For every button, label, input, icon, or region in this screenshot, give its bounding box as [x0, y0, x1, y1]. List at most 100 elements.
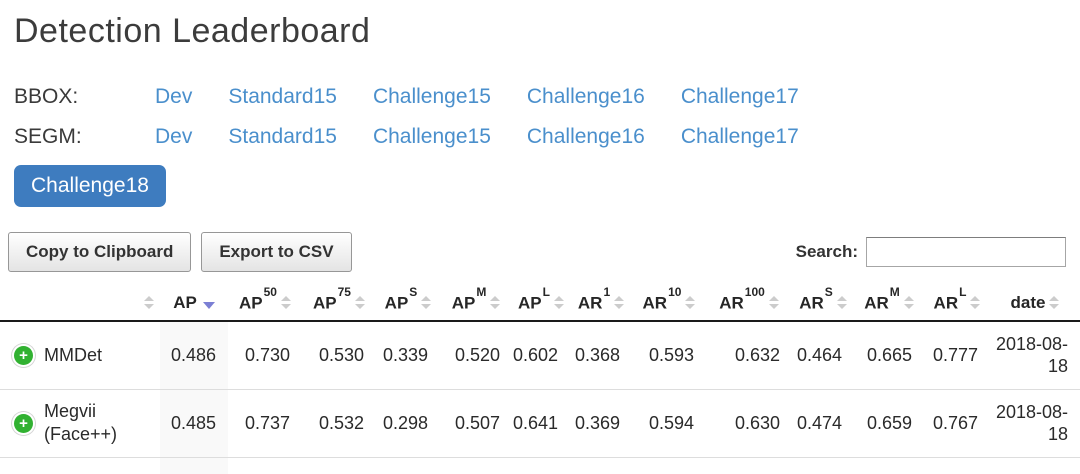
leaderboard-table: AP AP50 AP75 APS APM APL AR1 AR10 AR100 ARS ARM ARL…	[0, 285, 1080, 474]
cell-ap50	[228, 457, 302, 474]
cell-date: 2018-08-18	[990, 321, 1080, 390]
link-segm-dev[interactable]: Dev	[155, 125, 193, 148]
cell-date: 2018-08-18	[990, 389, 1080, 458]
search-input[interactable]	[866, 237, 1066, 267]
link-segm-challenge16[interactable]: Challenge16	[526, 125, 645, 148]
entry-name: MMDet	[44, 344, 102, 365]
column-header-arl[interactable]: ARL	[924, 285, 990, 322]
column-label-arl: ARL	[933, 285, 967, 313]
cell-ar1: 0.368	[570, 321, 632, 390]
column-label-ap75: AP75	[313, 285, 351, 313]
search-area: Search:	[796, 237, 1066, 267]
table-toolbar: Copy to Clipboard Export to CSV Search:	[8, 232, 1066, 272]
sort-idle-icon	[970, 296, 981, 309]
expand-row-button[interactable]: +	[14, 413, 33, 433]
column-label-ap50: AP50	[239, 285, 277, 313]
cell-ap	[160, 457, 228, 474]
sort-idle-icon	[354, 296, 365, 309]
cell-arl	[924, 457, 990, 474]
cell-ar10	[632, 457, 706, 474]
sort-idle-icon	[1049, 296, 1060, 309]
cell-ap50: 0.730	[228, 321, 302, 390]
column-header-ap50[interactable]: AP50	[228, 285, 302, 322]
column-header-date[interactable]: date	[990, 285, 1080, 322]
copy-to-clipboard-button[interactable]: Copy to Clipboard	[8, 232, 192, 272]
search-label: Search:	[795, 242, 858, 261]
sort-idle-icon	[280, 296, 291, 309]
column-label-aps: APS	[384, 285, 418, 313]
sort-idle-icon	[144, 296, 154, 309]
column-header-ar100[interactable]: AR100	[706, 285, 792, 322]
cell-aps: 0.298	[376, 389, 440, 458]
sort-idle-icon	[421, 296, 432, 309]
entry-name-cell: + MMDet	[0, 321, 160, 390]
link-bbox-challenge16[interactable]: Challenge16	[526, 85, 645, 108]
dataset-nav: BBOX: Dev Standard15 Challenge15 Challenge16…	[14, 77, 1080, 157]
link-bbox-dev[interactable]: Dev	[155, 85, 193, 108]
cell-arl: 0.777	[924, 321, 990, 390]
cell-ars	[792, 457, 854, 474]
column-label-arm: ARM	[864, 285, 900, 313]
column-header-ars[interactable]: ARS	[792, 285, 854, 322]
column-header-ar10[interactable]: AR10	[632, 285, 706, 322]
column-header-aps[interactable]: APS	[376, 285, 440, 322]
table-row: + Megvii (Face++) 0.485 0.737 0.532 0.298 0.50…	[0, 389, 1080, 458]
sort-idle-icon	[903, 296, 914, 309]
column-label-apl: APL	[518, 285, 550, 313]
cell-aps	[376, 457, 440, 474]
cell-apm	[440, 457, 512, 474]
cell-ap75: 0.530	[302, 321, 376, 390]
cell-ar10: 0.594	[632, 389, 706, 458]
cell-ap: 0.485	[160, 389, 228, 458]
link-segm-challenge15[interactable]: Challenge15	[372, 125, 491, 148]
nav-row-bbox: BBOX: Dev Standard15 Challenge15 Challenge16…	[14, 77, 1080, 117]
cell-ap75: 0.532	[302, 389, 376, 458]
cell-ar1: 0.369	[570, 389, 632, 458]
column-label-ar10: AR10	[642, 285, 682, 313]
cell-ar10: 0.593	[632, 321, 706, 390]
link-segm-standard15[interactable]: Standard15	[228, 125, 337, 148]
link-segm-challenge17[interactable]: Challenge17	[680, 125, 799, 148]
cell-date: 2018-	[990, 457, 1080, 474]
column-header-arm[interactable]: ARM	[854, 285, 924, 322]
column-label-ars: ARS	[799, 285, 833, 313]
export-to-csv-button[interactable]: Export to CSV	[201, 232, 352, 272]
cell-arm	[854, 457, 924, 474]
cell-apl: 0.641	[512, 389, 570, 458]
page-title: Detection Leaderboard	[14, 12, 371, 50]
cell-arm: 0.665	[854, 321, 924, 390]
link-bbox-challenge17[interactable]: Challenge17	[680, 85, 799, 108]
link-bbox-challenge15[interactable]: Challenge15	[372, 85, 491, 108]
bbox-label: BBOX:	[14, 85, 79, 108]
column-header-apm[interactable]: APM	[440, 285, 512, 322]
column-label-ar100: AR100	[719, 285, 765, 313]
export-buttons: Copy to Clipboard Export to CSV	[8, 232, 352, 272]
entry-name-cell: + Megvii (Face++)	[0, 389, 160, 458]
tab-challenge18[interactable]: Challenge18	[14, 165, 166, 207]
cell-ar1	[570, 457, 632, 474]
column-header-expand[interactable]	[0, 285, 160, 322]
table-header-row: AP AP50 AP75 APS APM APL AR1 AR10 AR100 ARS ARM ARL…	[0, 285, 1080, 322]
cell-apl	[512, 457, 570, 474]
cell-aps: 0.339	[376, 321, 440, 390]
column-header-ap[interactable]: AP	[160, 285, 228, 322]
cell-ars: 0.474	[792, 389, 854, 458]
column-label-ar1: AR1	[577, 285, 611, 313]
expand-row-button[interactable]: +	[14, 345, 33, 365]
column-header-ar1[interactable]: AR1	[570, 285, 632, 322]
column-header-ap75[interactable]: AP75	[302, 285, 376, 322]
nav-row-segm: SEGM: Dev Standard15 Challenge15 Challenge16…	[14, 117, 1080, 157]
sort-idle-icon	[553, 296, 564, 309]
segm-label: SEGM:	[14, 125, 82, 148]
cell-arl: 0.767	[924, 389, 990, 458]
cell-ar100	[706, 457, 792, 474]
column-header-apl[interactable]: APL	[512, 285, 570, 322]
cell-arm: 0.659	[854, 389, 924, 458]
table-row: 2018-	[0, 457, 1080, 474]
link-bbox-standard15[interactable]: Standard15	[228, 85, 337, 108]
segm-links: Dev Standard15 Challenge15 Challenge16 Chall…	[155, 125, 799, 149]
column-label-date: date	[1010, 292, 1046, 312]
bbox-links: Dev Standard15 Challenge15 Challenge16 Chall…	[155, 85, 799, 109]
entry-name: Megvii (Face++)	[44, 401, 118, 444]
